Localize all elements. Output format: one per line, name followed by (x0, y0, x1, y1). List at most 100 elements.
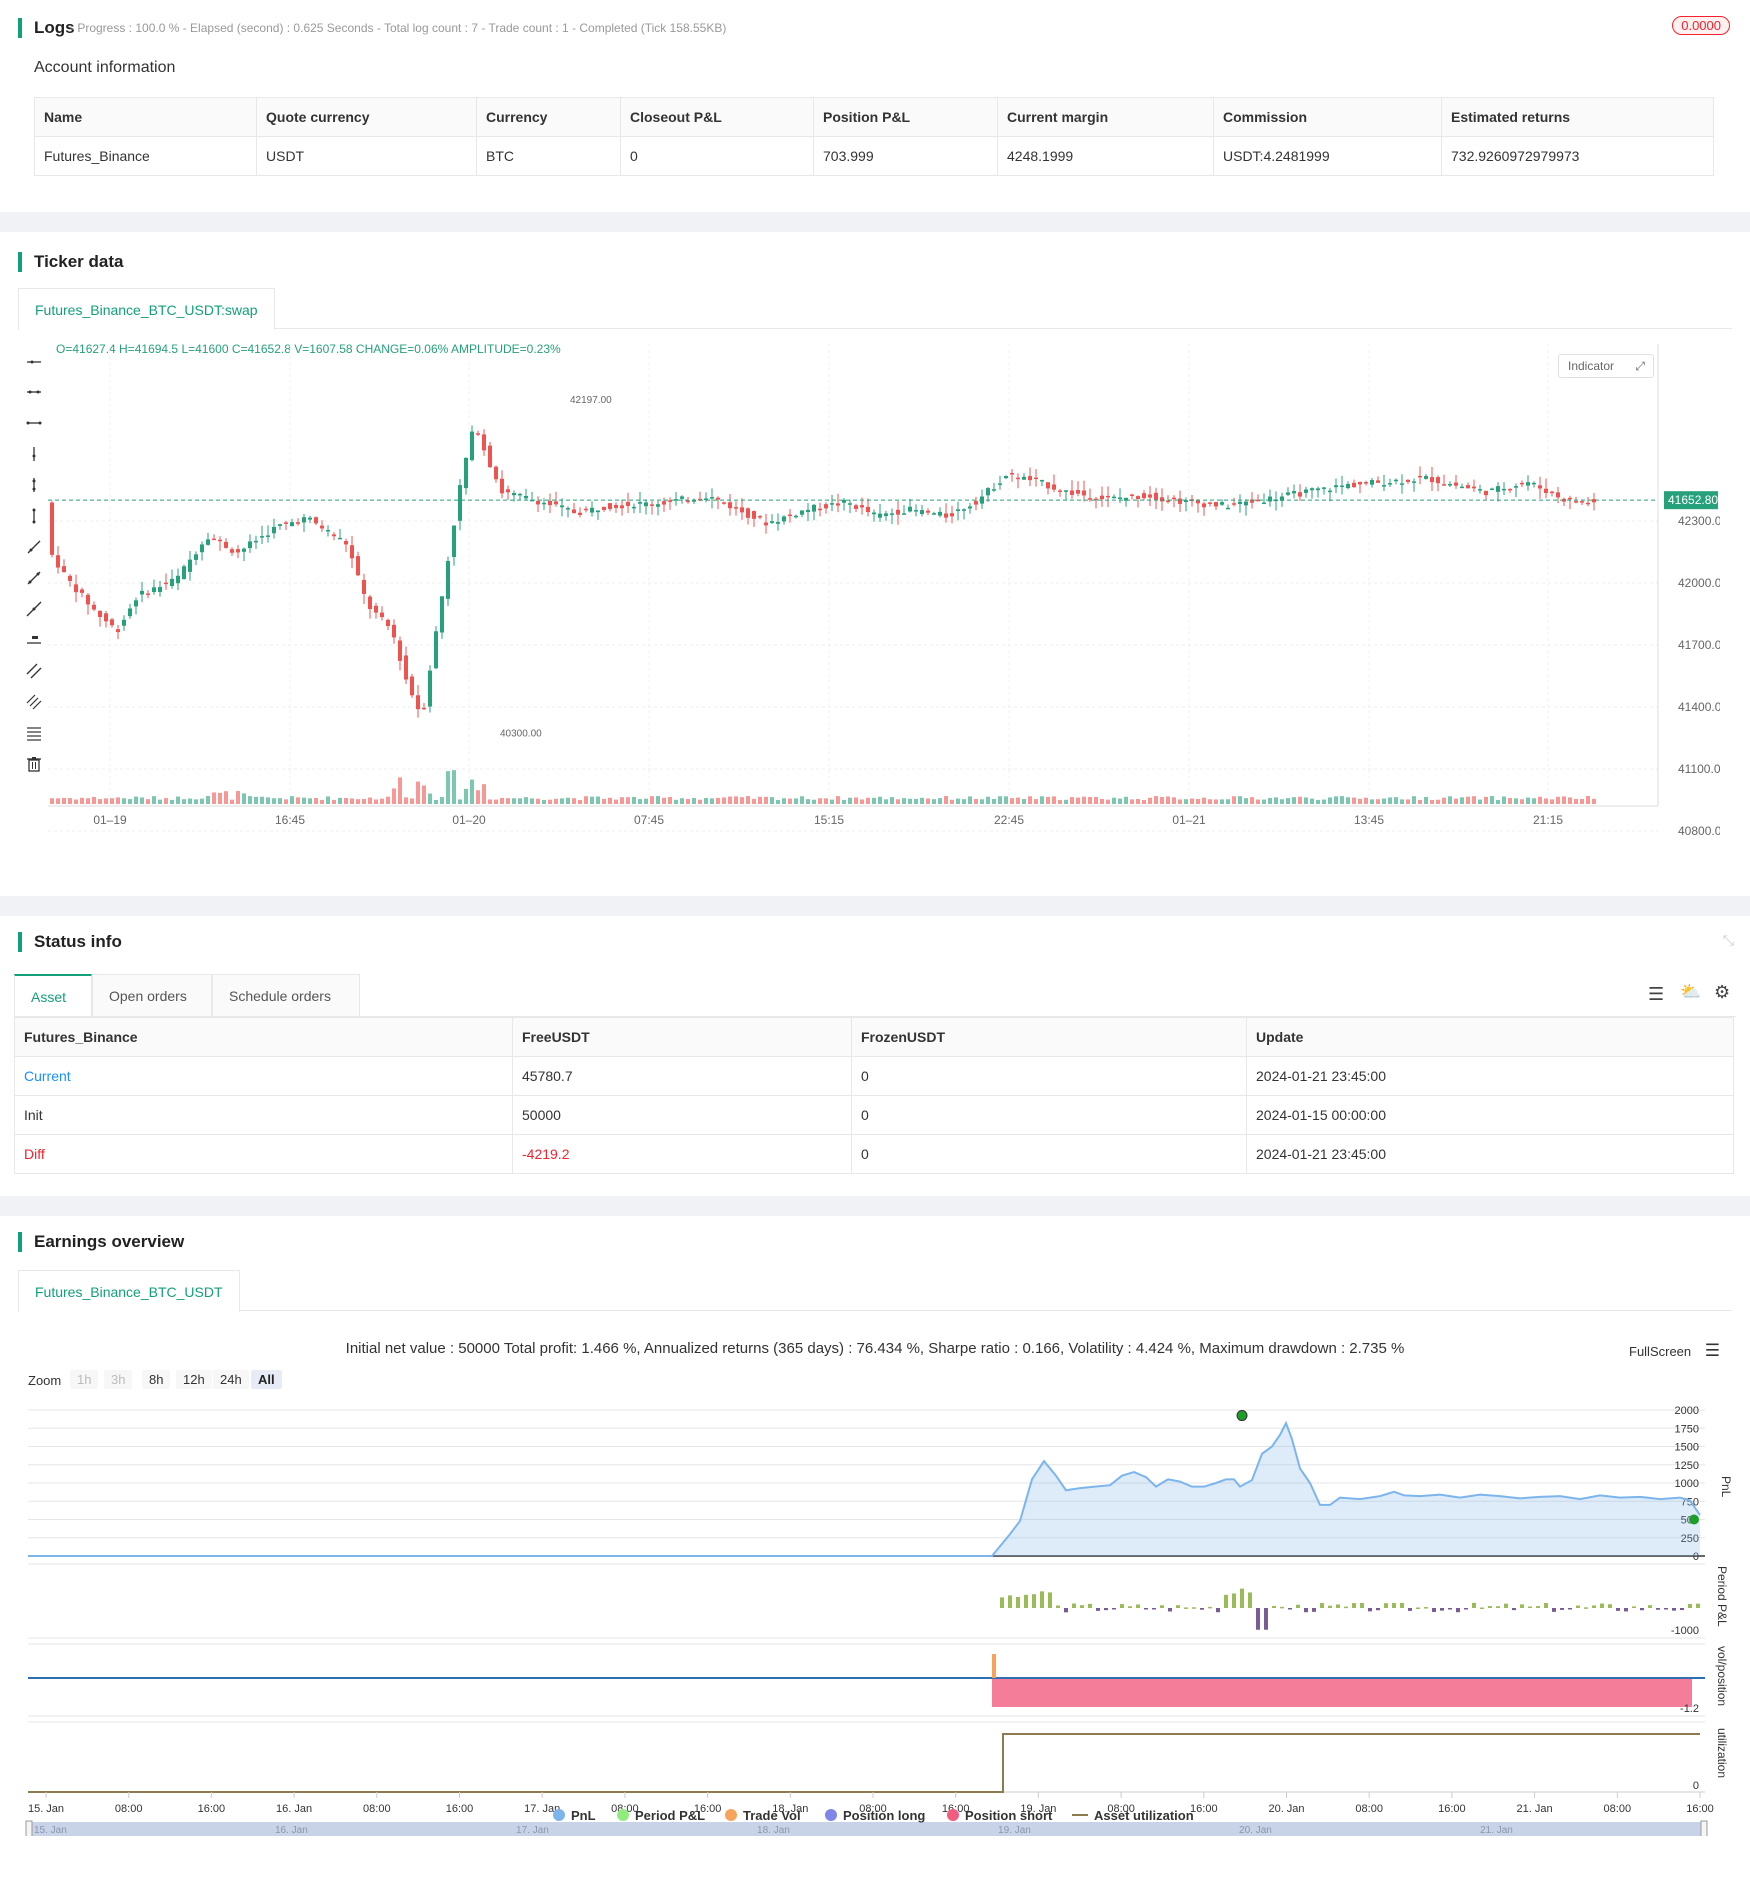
expand-icon[interactable]: ⤢ (1635, 359, 1645, 373)
tab-ticker-symbol[interactable]: Futures_Binance_BTC_USDT:swap (18, 288, 275, 330)
legend-period-pnl[interactable]: Period P&L (617, 1808, 705, 1823)
candle-body (560, 505, 564, 508)
candle-body (602, 506, 606, 510)
horizontal-ray-icon[interactable] (26, 354, 42, 370)
settings-gear-icon[interactable]: ⚙ (1714, 982, 1731, 1002)
candle-body (524, 496, 528, 499)
indicator-button[interactable]: Indicator ⤢ (1558, 354, 1654, 378)
candlestick-chart[interactable]: 42300.00 42000.00 41700.00 41400.00 41100.00… (48, 344, 1720, 844)
list-icon[interactable]: ☰ (1648, 984, 1665, 1004)
volume-bar (506, 798, 510, 804)
table-row: Futures_Binance USDT BTC 0 703.999 4248.… (34, 136, 1714, 176)
vertical-ray-icon[interactable] (26, 446, 42, 462)
candle-body (1022, 476, 1026, 480)
volume-bar (1124, 796, 1128, 804)
candle-body (650, 504, 654, 506)
volume-bar (962, 799, 966, 804)
volume-bar (572, 798, 576, 804)
tab-earnings-symbol[interactable]: Futures_Binance_BTC_USDT (18, 1270, 240, 1312)
volume-bar (1568, 797, 1572, 804)
candle-body (1568, 497, 1572, 500)
volume-bar (164, 798, 168, 804)
legend-trade-vol[interactable]: Trade Vol (725, 1808, 801, 1823)
parallel-channel-icon[interactable] (26, 663, 42, 679)
volume-bar (326, 796, 330, 804)
volume-bar (1280, 799, 1284, 804)
account-table-header: Name Quote currency Currency Closeout P&… (34, 97, 1714, 137)
earnings-chart[interactable]: 200017501500125010007505002500PnL-1000Pe… (0, 1396, 1750, 1836)
tab-asset[interactable]: Asset (14, 974, 92, 1016)
period-pnl-bar (1280, 1606, 1284, 1609)
candle-body (284, 522, 288, 524)
candle-body (590, 507, 594, 513)
candle-body (1286, 492, 1290, 495)
legend-asset-utilization[interactable]: Asset utilization (1072, 1808, 1194, 1823)
volume-bar (1370, 799, 1374, 804)
zoom-3h-button[interactable]: 3h (104, 1370, 133, 1389)
period-pnl-bar (1032, 1594, 1036, 1608)
navigator-bar (28, 1822, 1705, 1836)
zoom-1h-button[interactable]: 1h (70, 1370, 99, 1389)
cloud-download-icon[interactable]: ⛅ (1680, 982, 1702, 1001)
zoom-all-button[interactable]: All (251, 1370, 282, 1389)
fib-lines-icon[interactable] (26, 725, 42, 741)
horizontal-segment-icon[interactable] (26, 384, 42, 400)
volume-bar (1148, 797, 1152, 804)
horizontal-line-icon[interactable] (26, 415, 42, 431)
ticker-panel: Ticker data Futures_Binance_BTC_USDT:swa… (0, 232, 1750, 896)
fullscreen-button[interactable]: FullScreen ☰ (1629, 1341, 1720, 1361)
volume-bar (536, 798, 540, 804)
zoom-8h-button[interactable]: 8h (142, 1370, 171, 1389)
zoom-12h-button[interactable]: 12h (176, 1370, 212, 1389)
candle-body (362, 579, 366, 595)
fullscreen-label: FullScreen (1629, 1344, 1692, 1359)
price-line-icon[interactable] (26, 632, 42, 648)
volume-bar (884, 799, 888, 804)
zoom-24h-button[interactable]: 24h (213, 1370, 249, 1389)
vertical-line-icon[interactable] (26, 508, 42, 524)
period-pnl-bar (1320, 1603, 1324, 1608)
trash-icon[interactable] (26, 756, 42, 772)
candle-body (824, 504, 828, 509)
candle-body (908, 506, 912, 512)
position-short-area (992, 1679, 1692, 1707)
vertical-segment-icon[interactable] (26, 477, 42, 493)
navigator-tick-label: 21. Jan (1480, 1825, 1513, 1836)
collapse-icon[interactable]: ⤡ (1722, 932, 1734, 948)
volume-bar (296, 797, 300, 804)
period-pnl-bar (1040, 1591, 1044, 1608)
candle-body (170, 578, 174, 587)
segment-icon[interactable] (26, 570, 42, 586)
volume-bar (740, 797, 744, 804)
volume-bar (896, 799, 900, 804)
col-estimated-returns: Estimated returns (1441, 97, 1714, 137)
volume-bar (1394, 797, 1398, 804)
col-update: Update (1246, 1017, 1734, 1057)
x-tick-label: 16:00 (1686, 1803, 1714, 1815)
candle-body (1034, 477, 1038, 480)
volume-bar (890, 797, 894, 804)
volume-bar (656, 796, 660, 804)
period-pnl-bar (1616, 1608, 1620, 1611)
cell-frozen: 0 (851, 1134, 1247, 1174)
ray-icon[interactable] (26, 539, 42, 555)
volume-bar (350, 798, 354, 804)
navigator-left-handle (25, 1820, 33, 1836)
pnl-last-marker (1689, 1514, 1699, 1525)
candle-body (116, 629, 120, 633)
volume-bar (230, 799, 234, 804)
period-pnl-bar (1416, 1607, 1420, 1610)
legend-position-short[interactable]: Position short (947, 1808, 1052, 1823)
straight-line-icon[interactable] (26, 601, 42, 617)
legend-position-long[interactable]: Position long (825, 1808, 925, 1823)
tab-schedule-orders[interactable]: Schedule orders (212, 974, 360, 1016)
candle-body (818, 508, 822, 511)
candle-body (476, 433, 480, 435)
fibonacci-icon[interactable] (26, 694, 42, 710)
candle-body (68, 575, 72, 581)
candle-body (518, 493, 522, 496)
menu-icon[interactable]: ☰ (1704, 1341, 1721, 1360)
candle-body (1106, 495, 1110, 498)
tab-open-orders[interactable]: Open orders (92, 974, 212, 1016)
legend-pnl[interactable]: PnL (553, 1808, 596, 1823)
